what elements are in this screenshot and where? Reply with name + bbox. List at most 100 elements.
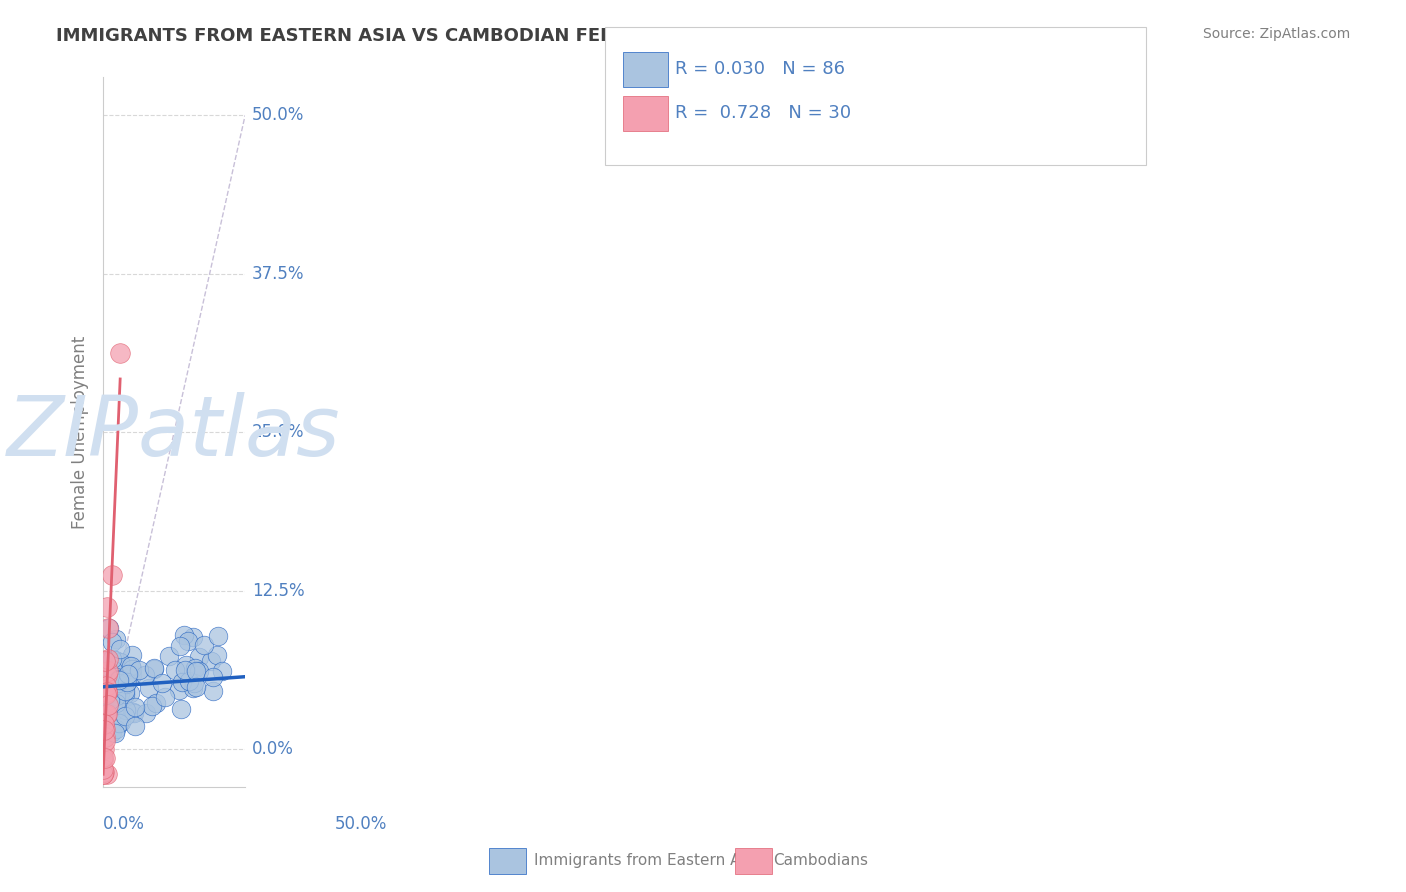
Point <box>169 639 191 653</box>
Point <box>110 715 132 730</box>
Point <box>193 638 215 652</box>
Point <box>108 346 131 360</box>
Point <box>94 688 117 702</box>
Point <box>186 664 208 678</box>
Point <box>120 658 142 673</box>
Text: R = 0.030   N = 86: R = 0.030 N = 86 <box>675 60 845 78</box>
Point <box>96 654 118 668</box>
Point <box>104 669 127 683</box>
Text: 12.5%: 12.5% <box>252 582 305 599</box>
Point <box>94 683 117 698</box>
Point <box>114 677 136 691</box>
Point <box>205 648 228 662</box>
Point <box>200 654 222 668</box>
Point <box>181 631 204 645</box>
Point <box>96 668 118 682</box>
Point <box>183 676 205 690</box>
Point <box>105 632 128 646</box>
Point <box>183 681 205 695</box>
Point <box>114 709 136 723</box>
Point <box>138 681 160 695</box>
Point <box>107 676 129 690</box>
Point <box>93 742 115 756</box>
Text: ZIPatlas: ZIPatlas <box>7 392 340 473</box>
Text: 0.0%: 0.0% <box>103 815 145 833</box>
Point <box>172 674 194 689</box>
Point <box>115 702 138 716</box>
Point <box>165 664 187 678</box>
Point <box>121 662 143 676</box>
Text: 25.0%: 25.0% <box>252 423 305 442</box>
Point <box>108 673 131 687</box>
Point <box>101 697 124 711</box>
Point <box>122 706 145 720</box>
Point <box>124 699 146 714</box>
Point <box>96 599 118 614</box>
Point <box>145 696 167 710</box>
Point <box>173 628 195 642</box>
Point <box>188 664 211 678</box>
Point <box>94 734 117 748</box>
Point <box>121 705 143 719</box>
Point <box>143 662 166 676</box>
Text: 50.0%: 50.0% <box>335 815 387 833</box>
Point <box>174 658 197 673</box>
Point <box>94 707 117 722</box>
Point <box>177 674 200 689</box>
Point <box>211 664 233 678</box>
Point <box>107 715 129 730</box>
Point <box>93 750 115 764</box>
Point <box>184 680 207 694</box>
Point <box>114 687 136 701</box>
Point <box>101 635 124 649</box>
Point <box>118 659 141 673</box>
Point <box>98 699 121 714</box>
Point <box>93 717 115 731</box>
Point <box>94 722 117 736</box>
Point <box>100 682 122 697</box>
Point <box>105 722 128 736</box>
Point <box>101 725 124 739</box>
Point <box>103 664 125 678</box>
Point <box>93 677 115 691</box>
Point <box>104 696 127 710</box>
Point <box>128 663 150 677</box>
Point <box>100 681 122 695</box>
Point <box>101 568 124 582</box>
Point <box>201 670 224 684</box>
Point <box>115 674 138 689</box>
Point <box>153 690 176 704</box>
Point <box>96 685 118 699</box>
Point <box>141 699 163 714</box>
Point <box>94 654 117 668</box>
Point <box>100 651 122 665</box>
Point <box>94 676 117 690</box>
Point <box>114 684 136 698</box>
Point <box>104 695 127 709</box>
Point <box>97 676 120 690</box>
Point <box>121 648 143 663</box>
Point <box>134 667 156 681</box>
Text: Immigrants from Eastern Asia: Immigrants from Eastern Asia <box>534 854 762 868</box>
Point <box>183 661 205 675</box>
Text: 0.0%: 0.0% <box>252 740 294 758</box>
Point <box>96 706 118 721</box>
Point <box>135 706 157 720</box>
Point <box>157 648 180 663</box>
Text: Source: ZipAtlas.com: Source: ZipAtlas.com <box>1202 27 1350 41</box>
Point <box>121 668 143 682</box>
Point <box>98 621 121 635</box>
Point <box>104 653 127 667</box>
Point <box>188 650 211 665</box>
Point <box>97 664 120 678</box>
Point <box>93 767 115 781</box>
Point <box>104 689 127 703</box>
Point <box>93 762 115 776</box>
Point <box>98 692 121 706</box>
Point <box>110 655 132 669</box>
Point <box>104 725 127 739</box>
Point <box>120 686 142 700</box>
Point <box>108 642 131 657</box>
Point <box>94 679 117 693</box>
Point <box>108 673 131 687</box>
